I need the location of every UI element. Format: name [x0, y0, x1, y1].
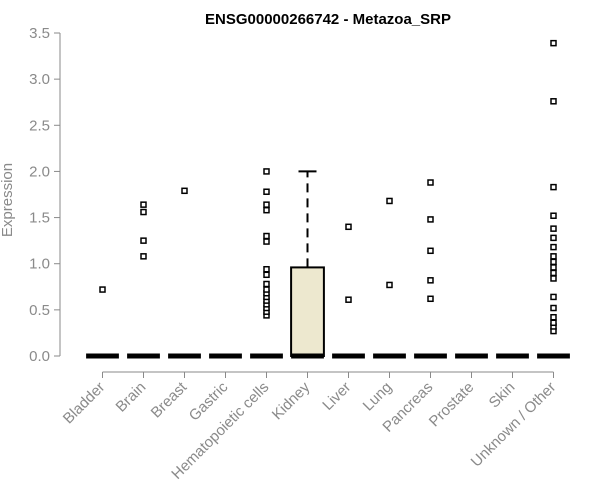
y-tick-label: 0.5 [29, 302, 50, 319]
outlier-point [550, 319, 557, 327]
outlier-point [263, 238, 270, 245]
outlier-point [550, 212, 557, 219]
outlier-point [263, 206, 270, 214]
y-tick-label: 1.5 [29, 210, 50, 227]
outlier-point [550, 225, 557, 232]
outlier-point [550, 275, 557, 282]
y-tick-label: 2.0 [29, 163, 50, 180]
outlier-point [550, 243, 557, 251]
box-rect [290, 266, 325, 357]
outlier-point [550, 39, 557, 47]
outlier-point [263, 232, 270, 240]
outlier-point [550, 313, 557, 321]
x-category-label: Liver [319, 379, 354, 414]
outlier-point [550, 304, 557, 312]
y-tick-label: 3.5 [29, 25, 50, 42]
x-category-label: Skin [486, 379, 519, 412]
outlier-point [345, 223, 352, 231]
outlier-point [550, 253, 557, 260]
outlier-point [386, 197, 393, 205]
y-axis-label: Expression [0, 163, 16, 237]
axes-layer: 0.0 0.5 1.0 1.5 2.0 2.5 3.0 3.5 Bladder BrainBrea… [29, 25, 559, 483]
outlier-point [140, 237, 147, 244]
outlier-point [427, 277, 434, 284]
outlier-point [99, 286, 106, 293]
outlier-point [263, 168, 270, 175]
x-category-label: Kidney [269, 378, 314, 423]
x-category-label: Bladder [60, 379, 109, 428]
outlier-point [181, 187, 188, 195]
outlier-point [140, 253, 147, 260]
y-tick-label: 3.0 [29, 71, 50, 88]
outlier-point [427, 295, 434, 303]
outlier-point [550, 234, 557, 242]
outlier-point [550, 269, 557, 277]
outlier-point [263, 286, 270, 293]
chart-title: ENSG00000266742 - Metazoa_SRP [205, 11, 451, 28]
outlier-point [263, 188, 270, 195]
x-category-label: Brain [113, 379, 150, 416]
y-tick-label: 0.0 [29, 348, 50, 365]
x-category-label: Breast [148, 378, 191, 421]
marks-layer [86, 39, 570, 359]
outlier-point [263, 201, 270, 208]
y-tick-label: 2.5 [29, 117, 50, 134]
outlier-point [386, 281, 393, 289]
outlier-point [140, 208, 147, 216]
outlier-point [427, 216, 434, 223]
x-category-label: Lung [360, 379, 396, 415]
outlier-point [140, 201, 147, 208]
outlier-point [550, 264, 557, 271]
outlier-point [263, 266, 270, 273]
y-tick-label: 1.0 [29, 256, 50, 273]
outlier-point [263, 280, 270, 288]
x-category-label: Prostate [426, 379, 478, 431]
outlier-point [427, 179, 434, 186]
outlier-point [550, 183, 557, 191]
outlier-point [263, 271, 270, 279]
outlier-point [345, 296, 352, 303]
outlier-point [550, 98, 557, 105]
outlier-point [427, 247, 434, 255]
outlier-point [550, 258, 557, 266]
outlier-point [550, 293, 557, 301]
